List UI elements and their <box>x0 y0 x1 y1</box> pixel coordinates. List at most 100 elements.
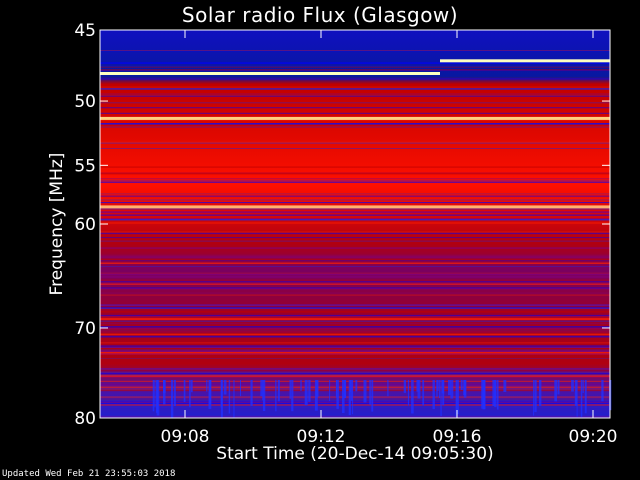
texture-stripe <box>100 112 610 114</box>
texture-stripe <box>100 385 610 387</box>
interference-spike <box>183 380 186 403</box>
interference-spike <box>460 380 463 390</box>
texture-stripe <box>100 94 610 96</box>
texture-stripe <box>100 166 610 168</box>
emission-line <box>100 205 610 209</box>
interference-spike <box>206 380 208 392</box>
texture-stripe <box>100 402 610 405</box>
interference-spike <box>574 380 578 406</box>
interference-spike <box>335 380 337 398</box>
interference-spike <box>174 380 176 406</box>
interference-spike <box>403 380 406 393</box>
interference-spike <box>534 380 537 413</box>
interference-spike <box>220 380 223 408</box>
interference-spike <box>348 380 351 416</box>
interference-spike <box>387 380 389 397</box>
texture-stripe <box>100 310 610 313</box>
interference-spike <box>343 380 347 398</box>
texture-stripe <box>100 256 610 259</box>
texture-stripe <box>100 352 610 355</box>
y-axis-ticks: 45 50 55 60 70 80 <box>74 21 610 429</box>
texture-stripe <box>100 50 610 51</box>
texture-stripe <box>100 396 610 399</box>
texture-stripe <box>100 316 610 318</box>
y-tick-label: 55 <box>74 156 96 176</box>
interference-spike <box>304 380 308 406</box>
texture-stripe <box>100 180 610 182</box>
texture-stripe <box>100 292 610 294</box>
interference-spike <box>291 380 294 412</box>
texture-stripe <box>100 318 610 321</box>
texture-stripe <box>100 371 610 374</box>
interference-spike <box>342 380 345 413</box>
texture-stripe <box>100 240 610 242</box>
texture-stripe <box>100 386 610 389</box>
texture-stripe <box>100 214 610 216</box>
chart-title: Solar radio Flux (Glasgow) <box>181 3 459 27</box>
texture-stripe <box>100 345 610 347</box>
texture-stripe <box>100 317 610 320</box>
y-tick-label: 50 <box>74 92 96 112</box>
texture-stripe <box>100 304 610 306</box>
texture-stripe <box>100 181 610 183</box>
texture-stripe <box>100 333 610 336</box>
texture-stripe <box>100 79 610 81</box>
interference-spike <box>336 380 339 409</box>
interference-spike <box>503 380 507 392</box>
interference-spike <box>208 380 212 409</box>
texture-stripe <box>100 124 610 126</box>
texture-stripe <box>100 50 610 52</box>
texture-stripe <box>100 346 610 348</box>
interference-spike <box>496 380 499 410</box>
texture-stripe <box>100 368 610 370</box>
texture-stripe <box>100 395 610 398</box>
texture-stripe <box>100 196 610 197</box>
emission-line <box>440 59 610 63</box>
interference-spike <box>576 380 578 417</box>
interference-spike <box>190 380 193 393</box>
texture-stripe <box>100 307 610 310</box>
texture-stripe <box>100 96 610 97</box>
texture-stripe <box>100 282 610 285</box>
texture-stripe <box>100 283 610 285</box>
interference-spike <box>539 380 542 406</box>
texture-stripe <box>100 172 610 175</box>
texture-stripe <box>100 405 610 408</box>
interference-spike <box>580 380 583 417</box>
interference-spike <box>277 380 280 402</box>
interference-spike <box>228 380 231 414</box>
interference-spike <box>494 380 497 408</box>
texture-stripe <box>100 374 610 376</box>
interference-spike <box>156 380 159 413</box>
texture-stripe <box>100 358 610 359</box>
interference-spike <box>439 380 441 398</box>
interference-spike <box>441 380 444 394</box>
interference-spike <box>250 380 253 406</box>
texture-stripe <box>100 330 610 331</box>
texture-stripe <box>100 401 610 403</box>
texture-stripe <box>100 320 610 322</box>
x-axis-ticks: 09:08 09:12 09:16 09:20 <box>161 30 618 447</box>
texture-stripe <box>100 389 610 392</box>
texture-stripe <box>100 350 610 352</box>
texture-stripe <box>100 93 610 95</box>
interference-spike <box>432 380 435 410</box>
texture-stripe <box>100 231 610 233</box>
texture-stripe <box>100 211 610 214</box>
interference-spike <box>363 380 367 403</box>
interference-spike <box>170 380 174 418</box>
interference-spike <box>260 380 263 397</box>
interference-spike <box>262 380 266 411</box>
y-tick-label: 70 <box>74 319 96 339</box>
interference-spike <box>300 380 302 391</box>
texture-stripe <box>100 331 610 333</box>
interference-spike <box>223 380 227 395</box>
texture-stripe <box>100 69 610 71</box>
texture-stripe <box>100 284 610 285</box>
texture-stripe <box>100 342 610 344</box>
interference-spike <box>601 380 604 402</box>
texture-stripe <box>100 98 610 100</box>
texture-stripe <box>100 416 610 419</box>
interference-spike <box>289 380 292 399</box>
